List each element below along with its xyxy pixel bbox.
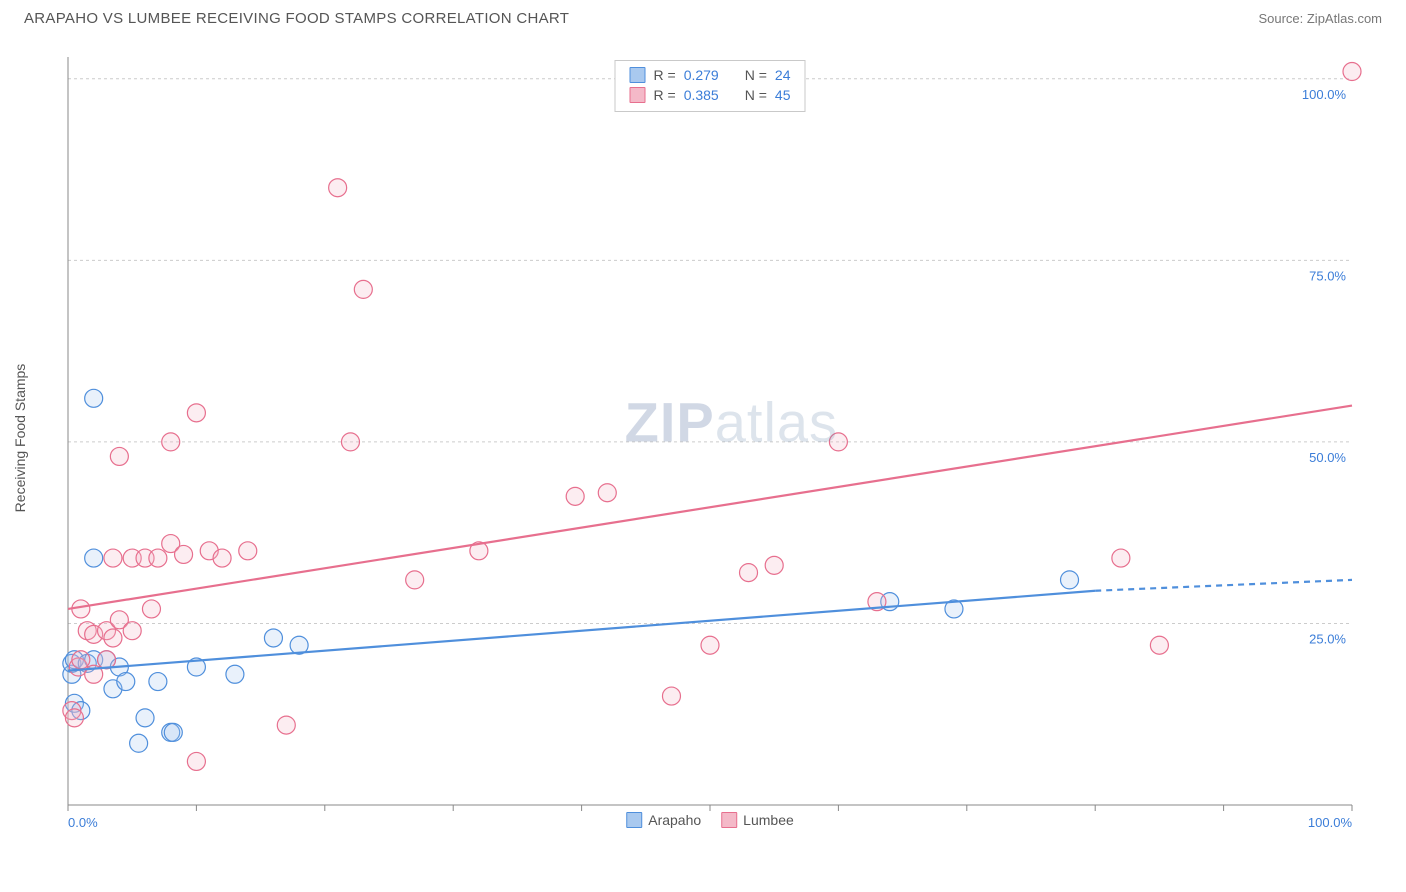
chart-title: ARAPAHO VS LUMBEE RECEIVING FOOD STAMPS … [24,10,569,27]
stats-r-label: R = [654,87,676,103]
legend-item-lumbee: Lumbee [721,812,794,828]
swatch-arapaho [626,812,642,828]
stats-r-value-arapaho: 0.279 [684,67,719,83]
source-label: Source: ZipAtlas.com [1258,11,1382,26]
stats-row-arapaho: R = 0.279 N = 24 [630,65,791,85]
stats-legend-box: R = 0.279 N = 24 R = 0.385 N = 45 [615,60,806,112]
legend-label: Lumbee [743,812,794,828]
stats-r-label: R = [654,67,676,83]
swatch-lumbee [630,87,646,103]
svg-text:100.0%: 100.0% [1308,815,1353,830]
y-axis-label: Receiving Food Stamps [12,363,28,512]
stats-n-label: N = [745,87,767,103]
swatch-lumbee [721,812,737,828]
swatch-arapaho [630,67,646,83]
svg-text:25.0%: 25.0% [1309,631,1346,646]
header: ARAPAHO VS LUMBEE RECEIVING FOOD STAMPS … [0,0,1406,33]
svg-text:75.0%: 75.0% [1309,268,1346,283]
stats-row-lumbee: R = 0.385 N = 45 [630,85,791,105]
plot-area: Receiving Food Stamps 25.0%50.0%75.0%100… [50,45,1370,830]
svg-text:100.0%: 100.0% [1302,87,1347,102]
stats-r-value-lumbee: 0.385 [684,87,719,103]
stats-n-value-arapaho: 24 [775,67,791,83]
stats-n-value-lumbee: 45 [775,87,791,103]
bottom-legend: Arapaho Lumbee [626,812,794,828]
svg-text:50.0%: 50.0% [1309,450,1346,465]
svg-text:0.0%: 0.0% [68,815,98,830]
legend-item-arapaho: Arapaho [626,812,701,828]
legend-label: Arapaho [648,812,701,828]
scatter-chart: 25.0% 50.0% 75.0% 100.0% 0.0% 100.0% [50,45,1370,830]
stats-n-label: N = [745,67,767,83]
